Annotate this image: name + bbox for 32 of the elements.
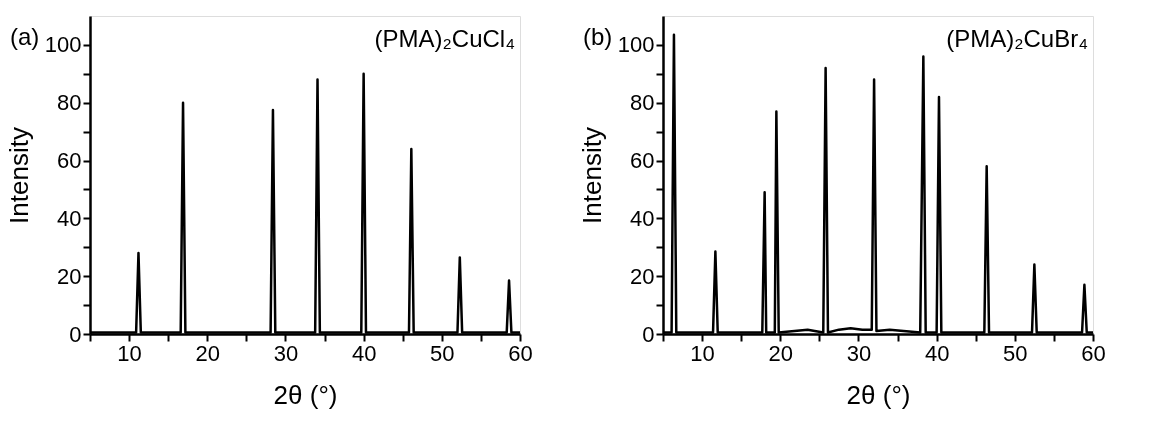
text: (a) [10,23,40,50]
x-tick-label: 30 [846,340,872,366]
text: (b) [583,23,613,50]
y-tick-label: 20 [630,263,655,289]
x-tick-label: 40 [924,340,950,366]
y-tick-label: 80 [57,90,82,116]
x-tick-label: 40 [351,340,377,366]
annotation: (PMA)₂CuBr₄ [946,25,1088,52]
y-tick-label: 60 [630,148,655,174]
x-tick-label: 20 [768,340,794,366]
x-tick-label: 30 [273,340,299,366]
x-tick-label: 60 [1081,340,1106,366]
x-axis-title: 2θ (°) [273,379,338,410]
x-tick-label: 50 [1003,340,1028,366]
y-tick-label: 40 [630,205,655,231]
x-tick-label: 50 [430,340,455,366]
y-tick-label: 20 [57,263,82,289]
x-tick-label: 10 [117,340,142,366]
x-tick-label: 10 [690,340,715,366]
x-tick-label: 60 [508,340,533,366]
y-tick-label: 0 [642,321,655,347]
y-tick-label: 100 [44,32,82,58]
y-tick-label: 40 [57,205,82,231]
y-tick-label: 0 [69,321,82,347]
x-axis-title: 2θ (°) [846,379,911,410]
y-tick-label: 100 [617,32,655,58]
y-axis-title: Intensity [576,127,607,224]
y-tick-label: 80 [630,90,655,116]
annotation: (PMA)₂CuCl₄ [374,25,515,52]
y-tick-label: 60 [57,148,82,174]
x-tick-label: 20 [195,340,221,366]
y-axis-title: Intensity [3,127,34,224]
